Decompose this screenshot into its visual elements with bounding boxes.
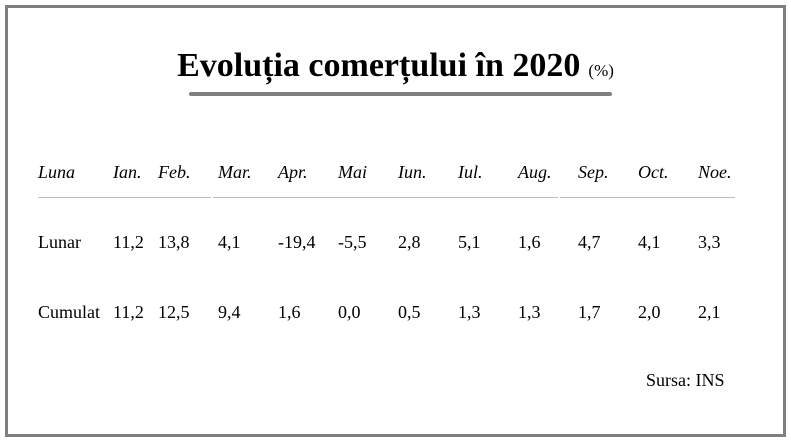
table-cell: 5,1: [458, 232, 481, 252]
table-cell: 0,0: [338, 302, 361, 322]
table-cell: -5,5: [338, 232, 367, 252]
chart-title-block: Evoluția comerțului în 2020 (%): [0, 47, 791, 85]
column-header: Sep.: [578, 162, 609, 182]
table-cell: 2,8: [398, 232, 421, 252]
column-header: Feb.: [158, 162, 191, 182]
table-cell: 1,3: [458, 302, 481, 322]
column-header: Mar.: [218, 162, 252, 182]
table-cell: 0,5: [398, 302, 421, 322]
row-label-cumulat: Cumulat: [38, 302, 100, 322]
table-cell: 11,2: [113, 302, 144, 322]
table-cell: 13,8: [158, 232, 190, 252]
table-cell: 9,4: [218, 302, 241, 322]
column-header: Oct.: [638, 162, 669, 182]
column-header: Aug.: [518, 162, 552, 182]
column-header: Iun.: [398, 162, 427, 182]
chart-title: Evoluția comerțului în 2020: [177, 47, 581, 84]
header-rule-3: [560, 197, 735, 198]
chart-frame: [5, 5, 786, 437]
table-cell: 1,6: [278, 302, 301, 322]
table-cell: 1,3: [518, 302, 541, 322]
table-cell: 11,2: [113, 232, 144, 252]
table-cell: 2,0: [638, 302, 661, 322]
table-cell: 4,1: [638, 232, 661, 252]
title-underline: [189, 92, 612, 96]
table-cell: 1,6: [518, 232, 541, 252]
column-header: Iul.: [458, 162, 483, 182]
header-rule-1: [38, 197, 211, 198]
table-cell: -19,4: [278, 232, 316, 252]
table-cell: 2,1: [698, 302, 721, 322]
column-header: Noe.: [698, 162, 732, 182]
source-note: Sursa: INS: [646, 370, 725, 390]
column-header: Ian.: [113, 162, 142, 182]
table-cell: 4,1: [218, 232, 241, 252]
row-label-lunar: Lunar: [38, 232, 81, 252]
table-cell: 12,5: [158, 302, 190, 322]
row-header-label: Luna: [38, 162, 76, 182]
table-cell: 1,7: [578, 302, 601, 322]
table-cell: 3,3: [698, 232, 721, 252]
column-header: Apr.: [278, 162, 308, 182]
table-cell: 4,7: [578, 232, 601, 252]
column-header: Mai: [338, 162, 367, 182]
chart-unit: (%): [588, 61, 614, 80]
header-rule-2: [213, 197, 558, 198]
